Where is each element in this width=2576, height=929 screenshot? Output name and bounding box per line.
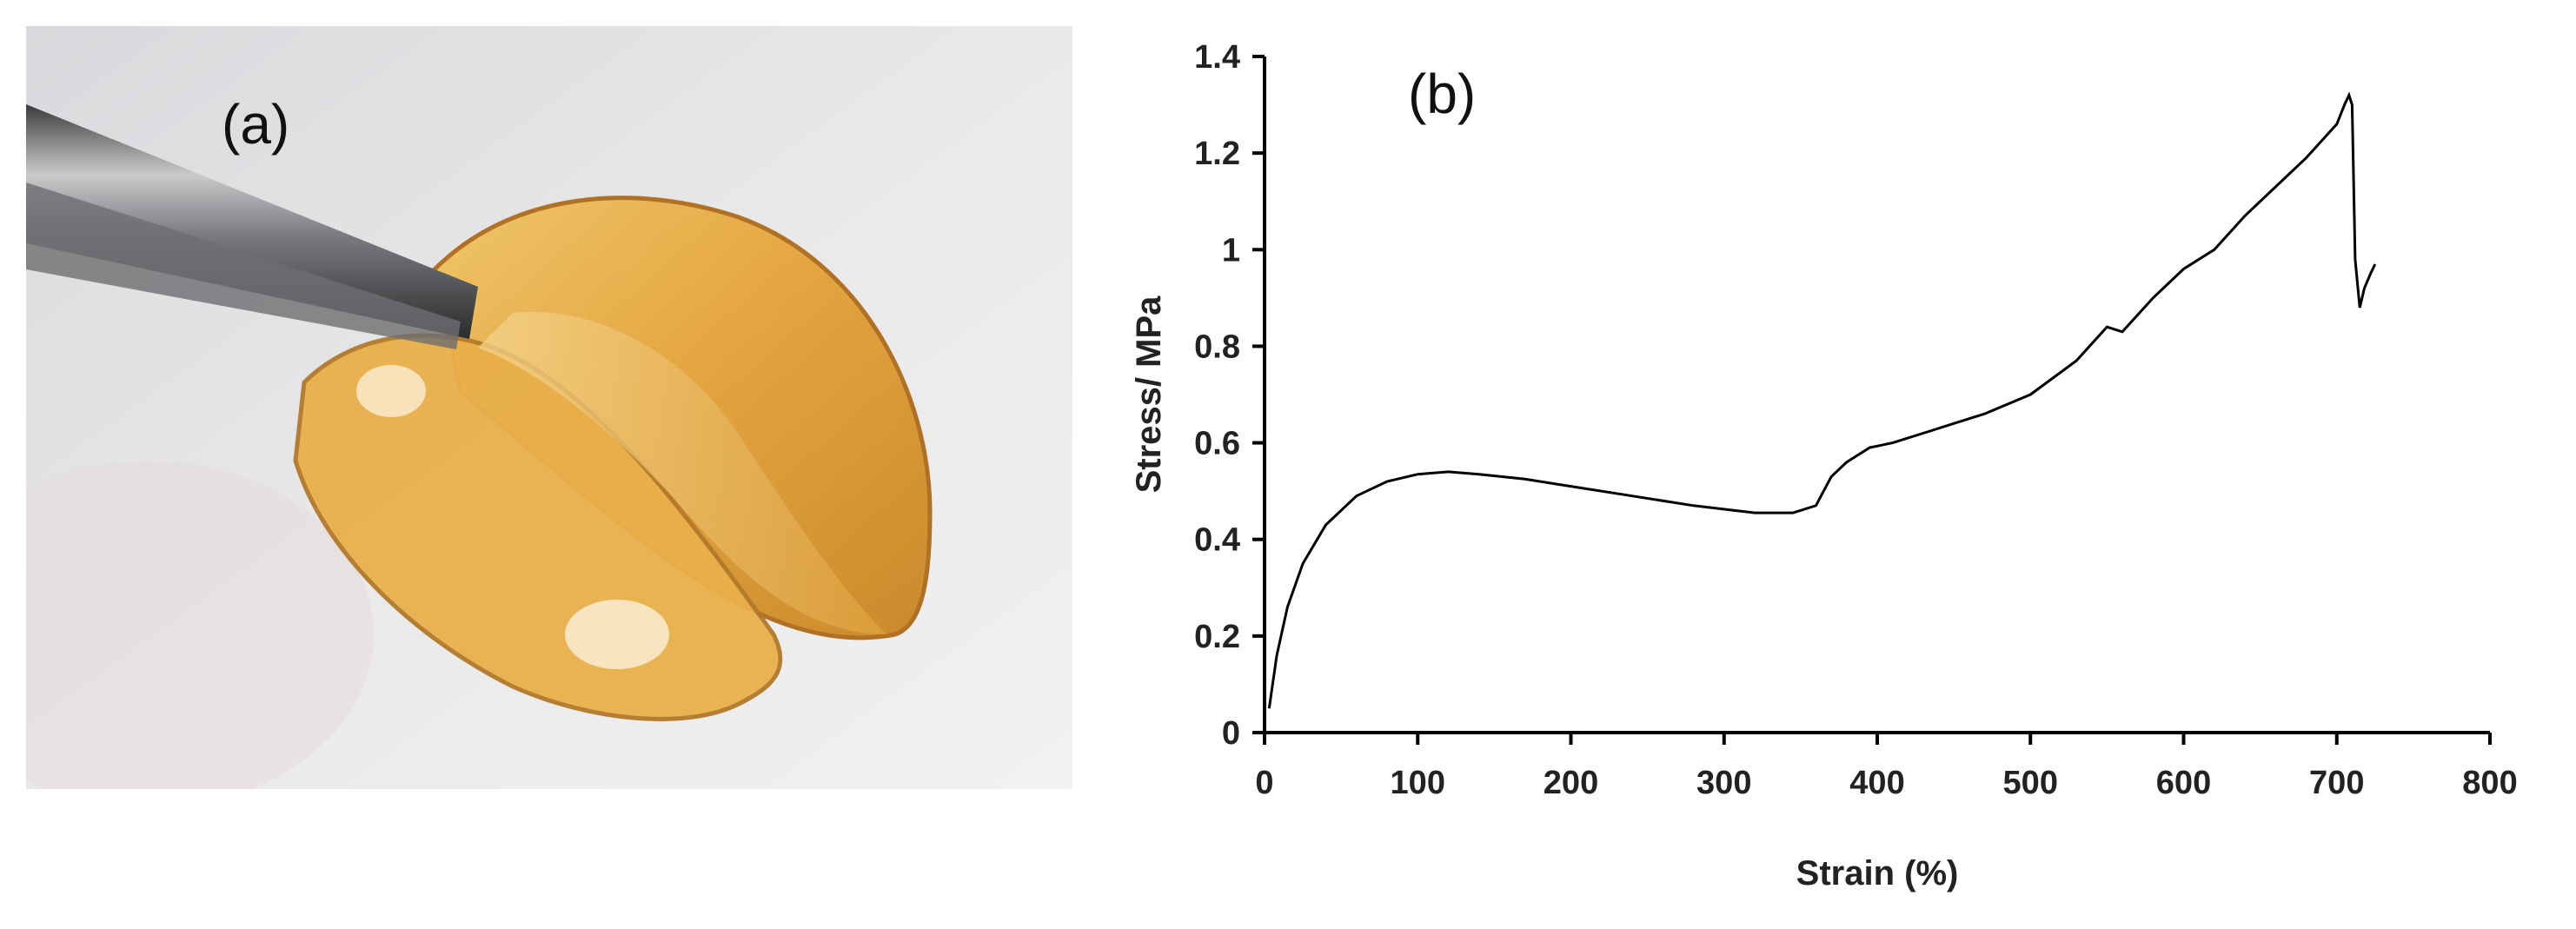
hole-in-film	[356, 365, 426, 417]
y-tick-label: 1	[1222, 232, 1240, 269]
x-tick-label: 100	[1391, 765, 1445, 801]
film-highlight	[565, 600, 669, 669]
y-tick-label: 0	[1222, 715, 1240, 752]
x-tick-label: 500	[2003, 765, 2058, 801]
photo-panel: (a)	[26, 26, 1072, 789]
stress-strain-chart: 0 100 200 300 400 500 600 700 800 0 0.2 0.4 0.6 0.8 1…	[1130, 39, 2518, 893]
y-tick-label: 0.4	[1194, 522, 1240, 559]
y-ticks: 0 0.2 0.4 0.6 0.8 1 1.2 1.4	[1194, 39, 1265, 752]
x-tick-label: 600	[2156, 765, 2211, 801]
stress-strain-line	[1267, 91, 2377, 709]
x-tick-label: 0	[1255, 765, 1273, 801]
y-tick-label: 0.8	[1194, 328, 1240, 365]
tweezers	[26, 104, 478, 339]
panel-label-b: (b)	[1408, 63, 1476, 125]
tweezers-lower-arm	[26, 182, 461, 349]
background-shadow	[26, 461, 374, 789]
y-tick-label: 0.6	[1194, 426, 1240, 462]
y-tick-label: 0.2	[1194, 619, 1240, 655]
x-tick-label: 700	[2309, 765, 2364, 801]
x-tick-label: 300	[1696, 765, 1751, 801]
chart-panel: 0 100 200 300 400 500 600 700 800 0 0.2 0.4 0.6 0.8 1…	[1078, 17, 2576, 929]
y-tick-label: 1.2	[1194, 136, 1240, 172]
x-axis-title: Strain (%)	[1796, 854, 1959, 893]
x-tick-label: 200	[1544, 765, 1598, 801]
panel-label-a: (a)	[222, 93, 289, 156]
x-tick-label: 400	[1849, 765, 1904, 801]
x-ticks: 0 100 200 300 400 500 600 700 800	[1255, 733, 2518, 801]
film-fold	[478, 311, 886, 634]
x-tick-label: 800	[2462, 765, 2517, 801]
y-tick-label: 1.4	[1194, 39, 1240, 76]
y-axis-title: Stress/ MPa	[1130, 295, 1168, 494]
film-photo: (a)	[26, 26, 1072, 789]
